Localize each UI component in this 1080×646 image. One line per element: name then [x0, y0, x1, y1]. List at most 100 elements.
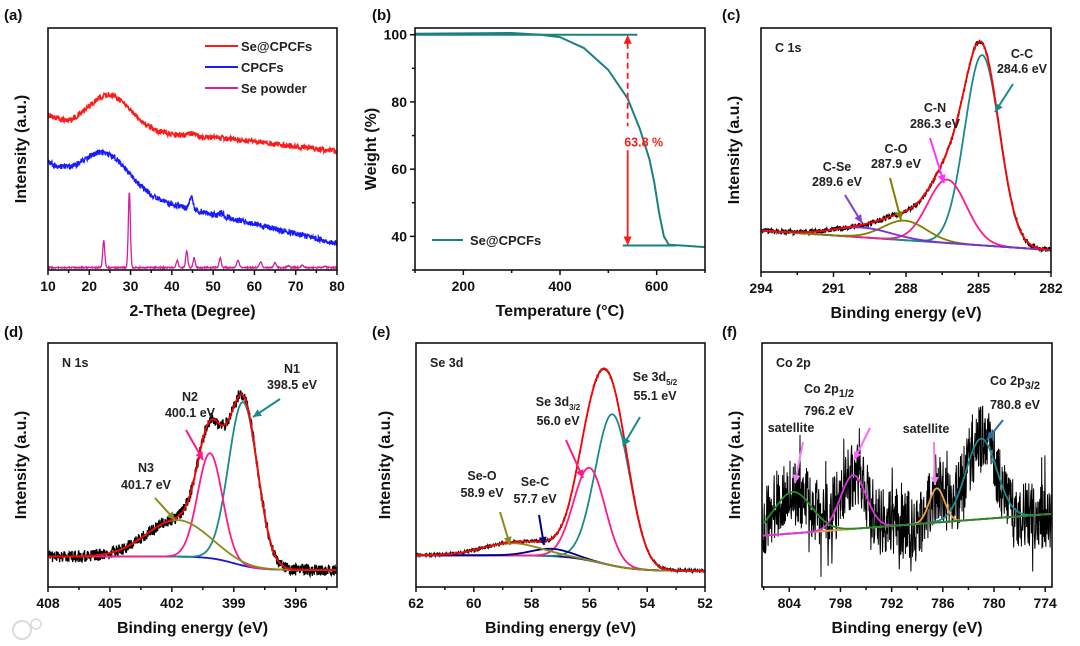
plot-area: [416, 367, 705, 575]
peak-annotation: satellite: [903, 422, 950, 486]
peak-label-name: Se-C: [521, 475, 549, 489]
plot-frame: [47, 342, 338, 588]
x-axis-title: Binding energy (eV): [830, 305, 981, 322]
plot-area: [762, 405, 1052, 577]
panel-e: (e) Binding energy (eV) Intensity (a.u.) Se…: [372, 324, 713, 637]
arrow-icon: [930, 441, 939, 486]
y-tick-label: 60: [391, 161, 407, 177]
x-tick-label: 10: [40, 278, 56, 294]
arrow-icon: [622, 416, 641, 447]
peak-energy-label: 57.7 eV: [513, 492, 557, 506]
fit-envelope-line: [761, 40, 1051, 251]
peak-label-subscript: 3/2: [569, 403, 581, 412]
spectrum-title: Se 3d: [430, 356, 463, 370]
x-tick-label: 396: [284, 595, 308, 611]
arrow-icon: [538, 514, 547, 546]
y-axis-title: Intensity (a.u.): [377, 411, 394, 519]
x-axis-title: Binding energy (eV): [117, 620, 268, 637]
x-tick-label: 58: [524, 595, 540, 611]
panel-b: (b) Temperature (°C) Weight (%) 200 400 600 40…: [363, 7, 706, 320]
peak-label-name: satellite: [768, 421, 815, 435]
arrow-icon: [792, 441, 804, 484]
peak-energy-label: 55.1 eV: [633, 389, 677, 403]
peak-label-name: N2: [182, 390, 198, 404]
x-tick-label: 200: [452, 278, 476, 294]
peak-label: Se-O: [467, 469, 496, 483]
watermark-logo: [12, 618, 42, 640]
plot-area: [48, 91, 337, 270]
peak-label: C-N: [924, 101, 946, 115]
peak-annotation: Se 3d5/2 55.1 eV: [622, 370, 678, 447]
x-tick-label: 60: [466, 595, 482, 611]
x-tick-label: 54: [639, 595, 655, 611]
x-tick-label: 80: [329, 278, 345, 294]
y-tick-label: 40: [391, 228, 407, 244]
x-tick-label: 294: [749, 280, 773, 296]
x-tick-label: 400: [548, 278, 572, 294]
x-tick-label: 405: [98, 595, 122, 611]
peak-label: Co 2p1/2: [804, 382, 854, 400]
arrow-icon: [844, 194, 863, 224]
peak-label-subscript: 3/2: [1025, 380, 1040, 392]
x-axis-title: 2-Theta (Degree): [129, 303, 255, 320]
legend-label: Se@CPCFs: [470, 233, 541, 248]
x-tick-label: 780: [982, 595, 1006, 611]
peak-label: satellite: [903, 422, 950, 436]
arrow-icon: [252, 398, 281, 418]
plot-area: [761, 39, 1051, 253]
y-axis-title: Intensity (a.u.): [726, 96, 743, 204]
fit-envelope-line: [416, 367, 705, 572]
peak-energy-label: 56.0 eV: [536, 414, 580, 428]
peak-energy-label: 289.6 eV: [812, 175, 863, 189]
y-axis-title: Intensity (a.u.): [13, 95, 30, 203]
fit-component-satellite: [762, 491, 1052, 530]
peak-label: C-Se: [823, 160, 852, 174]
x-tick-label: 56: [582, 595, 598, 611]
peak-annotation: Co 2p1/2 796.2 eV: [804, 382, 871, 461]
plot-frame: [760, 27, 1052, 273]
arrow-icon: [565, 439, 584, 479]
peak-label: satellite: [768, 421, 815, 435]
peak-label-name: Se 3d: [536, 395, 569, 409]
x-tick-label: 62: [408, 595, 424, 611]
peak-energy-label: 398.5 eV: [267, 378, 318, 392]
arrow-icon: [994, 83, 1014, 113]
x-tick-label: 792: [880, 595, 904, 611]
peak-annotation: satellite: [768, 421, 815, 484]
spectrum-title: C 1s: [775, 41, 801, 55]
peak-energy-label: 286.3 eV: [910, 117, 961, 131]
series-line-se-cpcfs: [48, 91, 337, 156]
fit-envelope-line: [48, 393, 337, 571]
x-tick-label: 20: [81, 278, 97, 294]
panel-f: (f) Binding energy (eV) Intensity (a.u.) Co…: [722, 324, 1057, 637]
x-tick-label: 402: [160, 595, 184, 611]
peak-label-name: N3: [138, 461, 154, 475]
peak-label-subscript: 1/2: [839, 388, 854, 400]
plot-area: [48, 390, 337, 579]
arrow-icon: [499, 511, 512, 546]
panel-d: (d) Binding energy (eV) Intensity (a.u.) N …: [4, 324, 338, 637]
peak-energy-label: 58.9 eV: [460, 486, 504, 500]
x-tick-label: 60: [247, 278, 263, 294]
peak-annotation: C-N 286.3 eV: [910, 101, 961, 184]
arrow-icon: [889, 177, 903, 221]
peak-energy-label: 284.6 eV: [997, 62, 1048, 76]
peak-energy-label: 401.7 eV: [121, 478, 172, 492]
peak-label: N3: [138, 461, 154, 475]
legend-label: CPCFs: [241, 60, 284, 75]
arrow-head-up: [623, 34, 632, 44]
peak-annotation: Se-O 58.9 eV: [460, 469, 512, 546]
peak-label-name: C-O: [885, 142, 908, 156]
plot-frame: [414, 27, 706, 271]
series-line-se-powder: [48, 192, 337, 270]
weight-loss-label: 63.8 %: [624, 135, 663, 149]
peak-annotation: N2 400.1 eV: [165, 390, 216, 461]
panel-label: (b): [372, 7, 391, 24]
peak-label: Se 3d3/2: [536, 395, 581, 412]
x-tick-label: 288: [894, 280, 918, 296]
plot-frame: [47, 27, 338, 271]
peak-energy-label: 287.9 eV: [871, 157, 922, 171]
peak-label-name: C-Se: [823, 160, 852, 174]
